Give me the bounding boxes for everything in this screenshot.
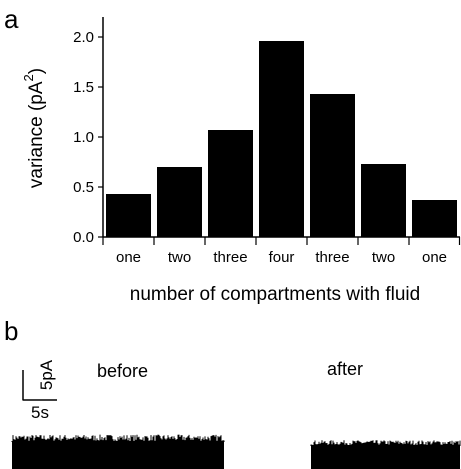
bar bbox=[157, 167, 202, 237]
panel-b-label: b bbox=[4, 316, 18, 346]
scale-bar-time-label: 5s bbox=[31, 403, 49, 422]
y-tick-label: 0.5 bbox=[73, 179, 94, 196]
trace-band bbox=[12, 441, 224, 469]
bar bbox=[412, 200, 457, 237]
scale-bar: 5pA 5s bbox=[22, 359, 57, 422]
panel-a-label: a bbox=[4, 4, 19, 34]
y-tick-label: 2.0 bbox=[73, 29, 94, 46]
x-tick-label: four bbox=[269, 249, 295, 266]
before-label: before bbox=[97, 361, 148, 381]
bar bbox=[259, 41, 304, 237]
trace-noise bbox=[310, 440, 461, 446]
y-tick-label: 1.0 bbox=[73, 129, 94, 146]
x-tick-label: three bbox=[213, 249, 247, 266]
y-axis-label-suffix: ) bbox=[26, 68, 47, 74]
bar bbox=[208, 130, 253, 237]
bar bbox=[310, 94, 355, 237]
x-tick-label: two bbox=[168, 249, 191, 266]
trace-band bbox=[311, 445, 460, 469]
x-tick-label: one bbox=[422, 249, 447, 266]
x-axis-label: number of compartments with fluid bbox=[130, 284, 420, 305]
x-tick-label: one bbox=[116, 249, 141, 266]
scale-bar-current-label: 5pA bbox=[37, 359, 56, 390]
y-tick-label: 1.5 bbox=[73, 79, 94, 96]
after-label: after bbox=[327, 359, 363, 379]
after-trace bbox=[310, 440, 461, 469]
plot-area: 0.0 0.5 1.0 1.5 2.0 one two three four three two on… bbox=[73, 17, 461, 266]
y-axis-label: variance (pA2) bbox=[21, 68, 47, 188]
bar bbox=[361, 164, 406, 237]
bar bbox=[106, 194, 151, 237]
before-trace bbox=[11, 434, 225, 469]
trace-noise bbox=[11, 434, 225, 442]
x-tick-label: two bbox=[372, 249, 395, 266]
y-axis-label-superscript: 2 bbox=[21, 74, 36, 81]
y-axis-label-main: variance (pA bbox=[26, 81, 47, 188]
current-traces bbox=[11, 434, 461, 469]
y-tick-label: 0.0 bbox=[73, 229, 94, 246]
x-tick-label: three bbox=[315, 249, 349, 266]
